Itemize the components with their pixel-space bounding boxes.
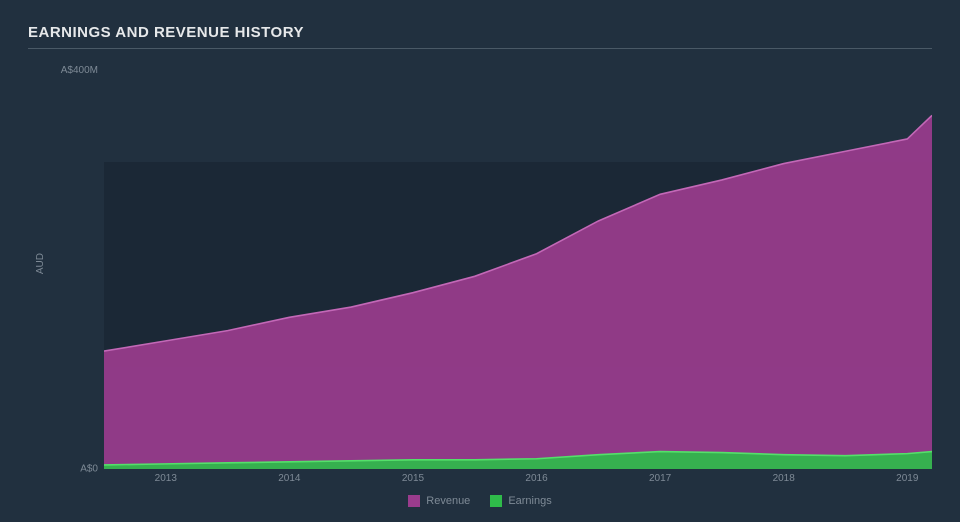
chart-body: AUD A$400M A$0 2013201420152016201720182…: [28, 59, 932, 469]
ytick-top: A$400M: [61, 65, 98, 76]
chart-title: EARNINGS AND REVENUE HISTORY: [28, 24, 932, 49]
legend-item-earnings: Earnings: [490, 495, 551, 507]
legend-label: Revenue: [426, 495, 470, 507]
yaxis-title: AUD: [35, 253, 46, 274]
xtick-label: 2018: [773, 473, 795, 484]
ytick-bot: A$0: [80, 464, 98, 475]
area-svg: [104, 59, 932, 469]
chart-container: EARNINGS AND REVENUE HISTORY AUD A$400M …: [0, 0, 960, 522]
xtick-label: 2014: [278, 473, 300, 484]
legend-swatch: [490, 495, 502, 507]
legend-item-revenue: Revenue: [408, 495, 470, 507]
xtick-label: 2013: [155, 473, 177, 484]
area-revenue: [104, 115, 932, 469]
plot-area: 2013201420152016201720182019: [104, 59, 932, 469]
legend-label: Earnings: [508, 495, 551, 507]
xtick-label: 2019: [896, 473, 918, 484]
xtick-label: 2015: [402, 473, 424, 484]
yaxis-labels: A$400M A$0: [52, 59, 104, 469]
xtick-label: 2017: [649, 473, 671, 484]
legend-swatch: [408, 495, 420, 507]
legend: Revenue Earnings: [0, 495, 960, 510]
xaxis-labels: 2013 2014 2015 2016 2017 2018 2019: [104, 473, 932, 489]
xtick-label: 2016: [525, 473, 547, 484]
yaxis-title-wrap: AUD: [28, 59, 52, 469]
